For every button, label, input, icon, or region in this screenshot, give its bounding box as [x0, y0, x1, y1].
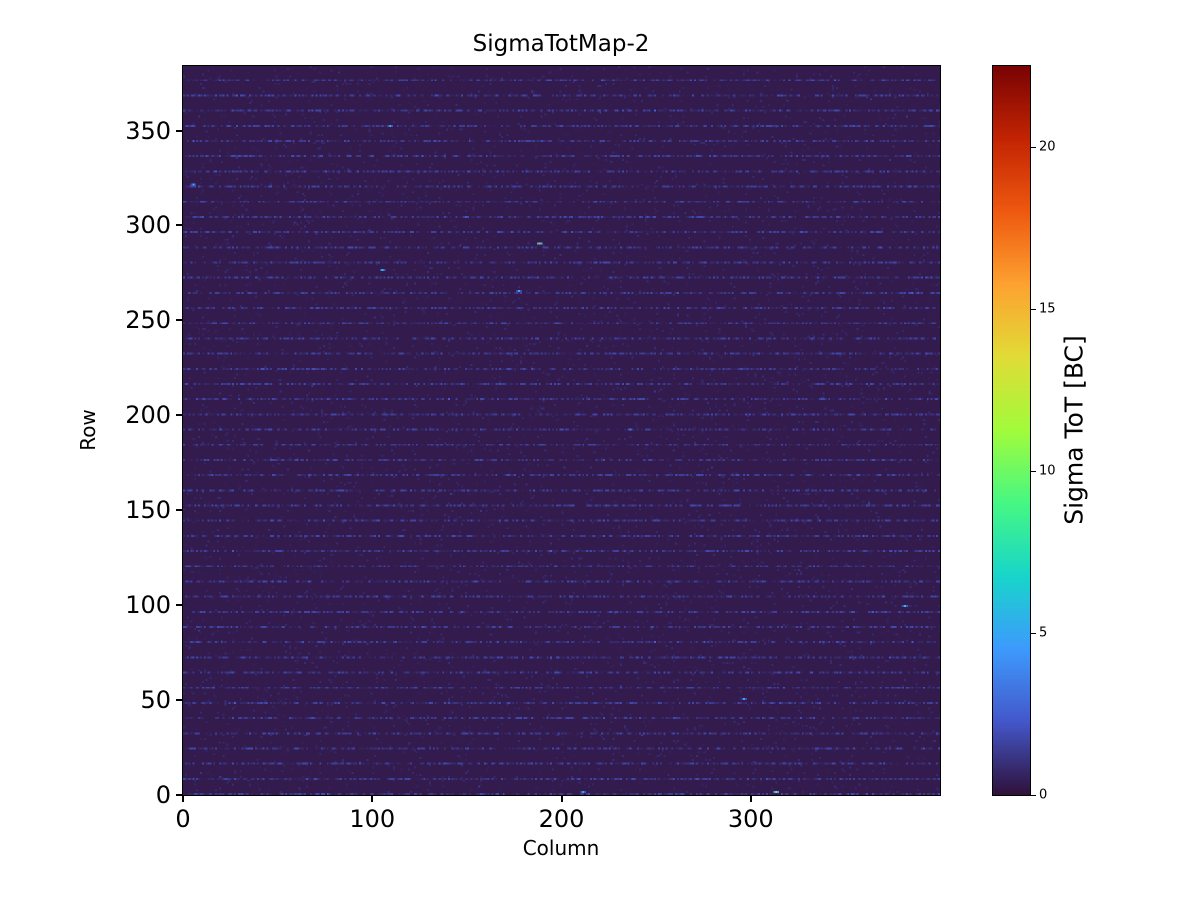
colorbar-tick-mark	[1031, 794, 1036, 796]
y-tick-label: 200	[125, 401, 171, 430]
y-tick-label: 50	[140, 686, 171, 715]
x-tick-label: 300	[727, 805, 774, 833]
y-tick-mark	[176, 794, 182, 796]
colorbar-tick-label: 15	[1039, 301, 1056, 317]
y-tick-label: 150	[125, 496, 171, 525]
y-tick-label: 0	[155, 781, 171, 809]
y-tick-mark	[176, 224, 182, 227]
x-tick-label: 100	[349, 805, 396, 833]
x-tick-mark	[560, 796, 563, 802]
colorbar-tick-label: 0	[1039, 787, 1048, 803]
plot-title: SigmaTotMap-2	[472, 31, 650, 57]
colorbar-tick-label: 20	[1039, 139, 1056, 155]
y-tick-mark	[176, 699, 182, 702]
colorbar-tick-mark	[1031, 308, 1036, 310]
colorbar-tick-label: 10	[1039, 463, 1056, 479]
x-tick-mark	[749, 796, 752, 802]
heatmap-canvas	[182, 65, 941, 796]
y-tick-mark	[176, 604, 182, 607]
x-tick-mark	[371, 796, 374, 802]
x-tick-label: 200	[538, 805, 585, 833]
colorbar	[992, 65, 1031, 796]
y-tick-label: 300	[125, 211, 171, 240]
y-tick-label: 350	[125, 116, 171, 145]
y-tick-mark	[176, 129, 182, 132]
y-tick-mark	[176, 509, 182, 512]
x-tick-label: 0	[175, 805, 191, 833]
colorbar-tick-mark	[1031, 146, 1036, 148]
colorbar-tick-mark	[1031, 470, 1036, 472]
y-tick-label: 250	[125, 306, 171, 335]
y-axis-label: Row	[76, 409, 100, 451]
y-tick-mark	[176, 414, 182, 417]
colorbar-tick-label: 5	[1039, 625, 1048, 641]
x-axis-label: Column	[522, 836, 600, 860]
colorbar-label: Sigma ToT [BC]	[1059, 335, 1089, 525]
colorbar-tick-mark	[1031, 632, 1036, 634]
y-tick-label: 100	[125, 591, 171, 620]
x-tick-mark	[182, 796, 184, 802]
y-tick-mark	[176, 319, 182, 322]
